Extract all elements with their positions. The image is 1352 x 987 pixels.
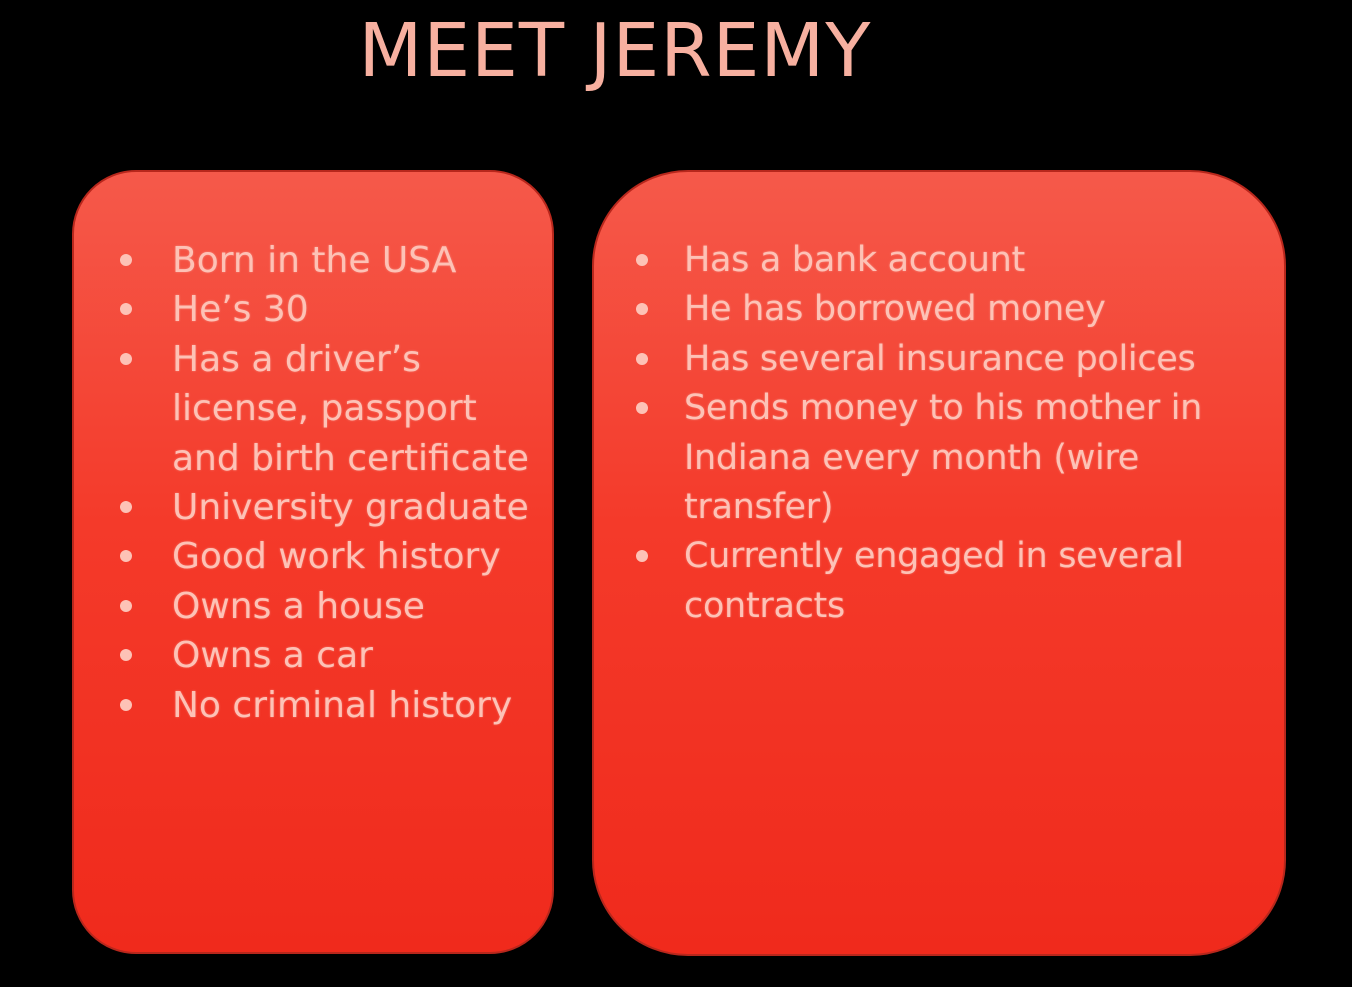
list-item: Has several insurance polices [628,335,1278,384]
list-item-text: Currently engaged in several contracts [684,536,1184,626]
left-panel: Born in the USA He’s 30 Has a driver’s l… [72,170,554,954]
list-item-text: Has a bank account [684,240,1025,280]
list-item-text: He’s 30 [172,289,309,331]
list-item: Owns a car [112,631,542,680]
list-item-text: Good work history [172,536,501,578]
list-item-text: Sends money to his mother in Indiana eve… [684,388,1203,528]
right-bullet-list: Has a bank account He has borrowed money… [628,236,1278,631]
list-item: Has a bank account [628,236,1278,285]
right-panel: Has a bank account He has borrowed money… [592,170,1286,956]
bullet-icon [120,303,132,316]
bullet-icon [636,254,648,266]
bullet-icon [120,698,132,711]
list-item: Sends money to his mother in Indiana eve… [628,384,1278,532]
list-item-text: Has a driver’s license, passport and bir… [172,338,529,479]
list-item-text: He has borrowed money [684,289,1106,330]
list-item-text: Born in the USA [172,240,457,281]
bullet-icon [120,599,132,612]
slide-title: MEET JEREMY [358,8,872,94]
bullet-icon [120,550,132,563]
list-item: Has a driver’s license, passport and bir… [112,335,542,483]
list-item: Owns a house [112,582,542,631]
list-item: Good work history [112,532,542,581]
list-item: No criminal history [112,681,542,730]
list-item: He’s 30 [112,285,542,334]
list-item-text: No criminal history [172,684,513,726]
list-item-text: Owns a house [172,585,425,627]
list-item: University graduate [112,483,542,532]
bullet-icon [120,254,132,266]
list-item: Currently engaged in several contracts [628,532,1278,631]
bullet-icon [636,550,648,563]
left-bullet-list: Born in the USA He’s 30 Has a driver’s l… [112,236,542,730]
list-item-text: Has several insurance polices [684,338,1196,379]
bullet-icon [120,352,132,365]
bullet-icon [120,649,132,662]
list-item-text: University graduate [172,487,529,529]
bullet-icon [636,402,648,415]
bullet-icon [636,352,648,365]
bullet-icon [120,501,132,514]
bullet-icon [636,303,648,316]
list-item: He has borrowed money [628,285,1278,334]
list-item-text: Owns a car [172,635,373,677]
list-item: Born in the USA [112,236,542,285]
